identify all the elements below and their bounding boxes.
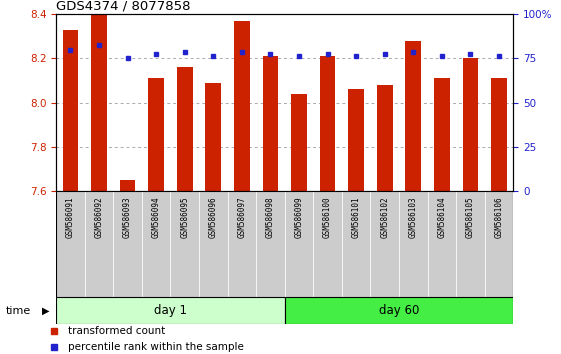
Bar — [199, 191, 228, 297]
Text: ▶: ▶ — [42, 306, 49, 316]
Bar — [91, 14, 107, 191]
Bar — [85, 191, 113, 297]
Bar — [348, 89, 364, 191]
Text: GSM586096: GSM586096 — [209, 196, 218, 238]
Text: GSM586098: GSM586098 — [266, 196, 275, 238]
Bar — [205, 83, 221, 191]
Bar — [256, 191, 284, 297]
Text: transformed count: transformed count — [68, 326, 165, 336]
Bar — [177, 67, 192, 191]
Bar — [370, 191, 399, 297]
Bar — [485, 191, 513, 297]
Text: GSM586102: GSM586102 — [380, 196, 389, 238]
Text: GSM586097: GSM586097 — [237, 196, 246, 238]
Bar — [263, 56, 278, 191]
Bar — [228, 191, 256, 297]
Text: GDS4374 / 8077858: GDS4374 / 8077858 — [56, 0, 191, 13]
Bar — [234, 21, 250, 191]
Bar — [142, 191, 171, 297]
Bar — [119, 180, 135, 191]
Text: GSM586095: GSM586095 — [180, 196, 189, 238]
Bar — [113, 191, 142, 297]
Bar — [56, 191, 85, 297]
Text: day 60: day 60 — [379, 304, 419, 317]
Text: day 1: day 1 — [154, 304, 187, 317]
Text: GSM586100: GSM586100 — [323, 196, 332, 238]
Bar — [62, 30, 78, 191]
Text: GSM586106: GSM586106 — [495, 196, 504, 238]
Bar — [342, 191, 370, 297]
Bar — [56, 297, 285, 324]
Bar — [463, 58, 479, 191]
Bar — [320, 56, 335, 191]
Bar — [377, 85, 393, 191]
Text: GSM586101: GSM586101 — [352, 196, 361, 238]
Bar — [399, 191, 427, 297]
Bar — [313, 191, 342, 297]
Text: GSM586099: GSM586099 — [295, 196, 304, 238]
Bar — [456, 191, 485, 297]
Text: GSM586105: GSM586105 — [466, 196, 475, 238]
Bar — [148, 78, 164, 191]
Text: percentile rank within the sample: percentile rank within the sample — [68, 342, 243, 352]
Bar — [171, 191, 199, 297]
Bar — [406, 41, 421, 191]
Bar — [427, 191, 456, 297]
Text: GSM586092: GSM586092 — [94, 196, 103, 238]
Bar — [291, 94, 307, 191]
Text: GSM586093: GSM586093 — [123, 196, 132, 238]
Text: GSM586094: GSM586094 — [151, 196, 160, 238]
Text: GSM586103: GSM586103 — [409, 196, 418, 238]
Text: GSM586091: GSM586091 — [66, 196, 75, 238]
Bar — [491, 78, 507, 191]
Bar — [434, 78, 450, 191]
Bar — [285, 297, 513, 324]
Text: time: time — [6, 306, 31, 316]
Text: GSM586104: GSM586104 — [438, 196, 447, 238]
Bar — [284, 191, 313, 297]
